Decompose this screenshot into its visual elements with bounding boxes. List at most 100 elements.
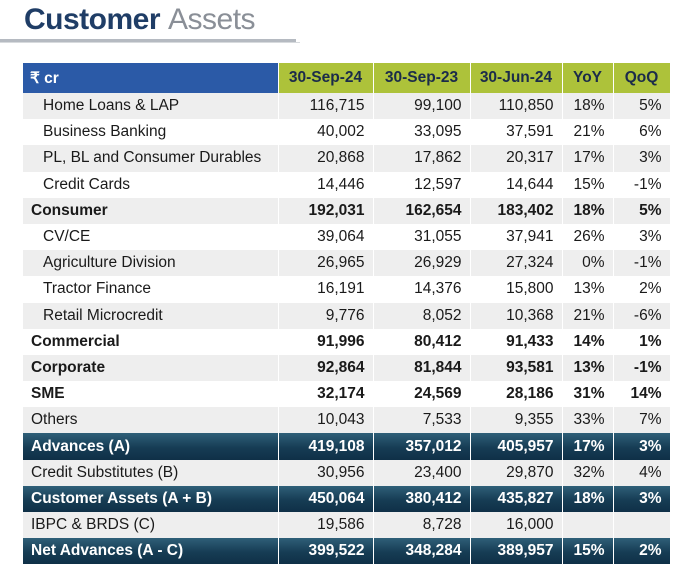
value-30-jun-24: 20,317 (470, 145, 563, 172)
value-30-jun-24: 37,591 (470, 119, 563, 146)
value-30-sep-24: 16,191 (278, 276, 374, 303)
value-30-sep-23: 14,376 (373, 276, 471, 303)
table-row: Credit Cards 14,446 12,597 14,644 15% -1% (23, 171, 671, 198)
value-30-jun-24: 27,324 (470, 250, 563, 277)
table-row: IBPC & BRDS (C) 19,586 8,728 16,000 (23, 512, 671, 539)
value-qoq: 3% (613, 433, 671, 460)
value-30-sep-24: 450,064 (278, 485, 374, 512)
value-30-jun-24: 435,827 (470, 485, 563, 512)
value-yoy: 18% (562, 93, 614, 120)
value-yoy: 17% (562, 433, 614, 460)
value-yoy: 18% (562, 485, 614, 512)
value-yoy: 0% (562, 250, 614, 277)
header-30-sep-23: 30-Sep-23 (373, 63, 471, 93)
value-30-jun-24: 93,581 (470, 354, 563, 382)
value-yoy: 32% (562, 459, 614, 486)
value-30-sep-23: 8,052 (373, 302, 471, 329)
value-30-sep-24: 20,868 (278, 145, 374, 172)
table-row: Advances (A) 419,108 357,012 405,957 17% 3% (23, 433, 671, 460)
value-yoy: 15% (562, 171, 614, 198)
row-label: Consumer (23, 197, 279, 224)
value-30-jun-24: 28,186 (470, 381, 563, 408)
value-30-sep-23: 81,844 (373, 354, 471, 382)
value-qoq: 1% (613, 328, 671, 355)
value-yoy: 15% (562, 538, 614, 565)
row-label: Agriculture Division (23, 250, 279, 277)
value-yoy: 14% (562, 328, 614, 355)
row-label: Credit Cards (23, 171, 279, 198)
table-row: Net Advances (A - C) 399,522 348,284 389,95… (23, 538, 671, 565)
row-label: SME (23, 381, 279, 408)
header-30-sep-24: 30-Sep-24 (278, 63, 374, 93)
value-yoy: 17% (562, 145, 614, 172)
row-label: CV/CE (23, 223, 279, 251)
value-qoq: 2% (613, 538, 671, 565)
table-row: Consumer 192,031 162,654 183,402 18% 5% (23, 197, 671, 224)
row-label: IBPC & BRDS (C) (23, 512, 279, 539)
value-qoq (613, 512, 671, 539)
table-body: Home Loans & LAP 116,715 99,100 110,850 18% 5… (23, 93, 671, 565)
row-label: Others (23, 407, 279, 434)
value-yoy: 33% (562, 407, 614, 434)
table-row: Home Loans & LAP 116,715 99,100 110,850 18% 5… (23, 93, 671, 120)
header-30-jun-24: 30-Jun-24 (470, 63, 563, 93)
row-label: Commercial (23, 328, 279, 355)
value-30-sep-24: 9,776 (278, 302, 374, 329)
header-qoq: QoQ (613, 63, 671, 93)
value-qoq: -6% (613, 302, 671, 329)
value-30-sep-24: 32,174 (278, 381, 374, 408)
page-title-light: Assets (168, 3, 256, 36)
value-qoq: -1% (613, 354, 671, 382)
value-qoq: 5% (613, 197, 671, 224)
value-30-sep-23: 23,400 (373, 459, 471, 486)
row-label: Advances (A) (23, 433, 279, 460)
table-row: SME 32,174 24,569 28,186 31% 14% (23, 381, 671, 408)
value-30-sep-24: 419,108 (278, 433, 374, 460)
value-30-sep-24: 30,956 (278, 459, 374, 486)
value-30-sep-23: 17,862 (373, 145, 471, 172)
value-30-sep-23: 357,012 (373, 433, 471, 460)
value-qoq: 14% (613, 381, 671, 408)
table-row: PL, BL and Consumer Durables 20,868 17,862… (23, 145, 671, 172)
value-30-sep-23: 7,533 (373, 407, 471, 434)
table-header-row: ₹ cr 30-Sep-24 30-Sep-23 30-Jun-24 YoY Q… (23, 63, 671, 93)
value-yoy: 21% (562, 119, 614, 146)
value-30-sep-24: 192,031 (278, 197, 374, 224)
value-30-sep-23: 31,055 (373, 223, 471, 251)
value-qoq: 5% (613, 93, 671, 120)
value-30-jun-24: 405,957 (470, 433, 563, 460)
value-30-jun-24: 389,957 (470, 538, 563, 565)
row-label: PL, BL and Consumer Durables (23, 145, 279, 172)
value-30-sep-23: 33,095 (373, 119, 471, 146)
value-30-jun-24: 37,941 (470, 223, 563, 251)
table-row: Agriculture Division 26,965 26,929 27,324 0%… (23, 250, 671, 277)
table-row: Credit Substitutes (B) 30,956 23,400 29,870… (23, 459, 671, 486)
value-30-sep-23: 162,654 (373, 197, 471, 224)
row-label: Customer Assets (A + B) (23, 485, 279, 512)
value-30-jun-24: 14,644 (470, 171, 563, 198)
header-yoy: YoY (562, 63, 614, 93)
row-label: Corporate (23, 354, 279, 382)
row-label: Credit Substitutes (B) (23, 459, 279, 486)
value-30-sep-23: 12,597 (373, 171, 471, 198)
row-label: Home Loans & LAP (23, 93, 279, 120)
value-qoq: -1% (613, 250, 671, 277)
value-30-sep-24: 19,586 (278, 512, 374, 539)
value-30-sep-24: 26,965 (278, 250, 374, 277)
value-30-jun-24: 15,800 (470, 276, 563, 303)
value-30-sep-24: 91,996 (278, 328, 374, 355)
value-yoy: 31% (562, 381, 614, 408)
value-30-sep-24: 14,446 (278, 171, 374, 198)
table-row: Commercial 91,996 80,412 91,433 14% 1% (23, 328, 671, 355)
row-label: Net Advances (A - C) (23, 538, 279, 565)
value-qoq: 3% (613, 223, 671, 251)
value-qoq: 7% (613, 407, 671, 434)
value-yoy: 13% (562, 354, 614, 382)
table-row: Retail Microcredit 9,776 8,052 10,368 21% -6% (23, 302, 671, 329)
value-qoq: -1% (613, 171, 671, 198)
value-qoq: 2% (613, 276, 671, 303)
value-30-sep-23: 24,569 (373, 381, 471, 408)
value-30-jun-24: 183,402 (470, 197, 563, 224)
value-30-sep-24: 92,864 (278, 354, 374, 382)
row-label: Business Banking (23, 119, 279, 146)
